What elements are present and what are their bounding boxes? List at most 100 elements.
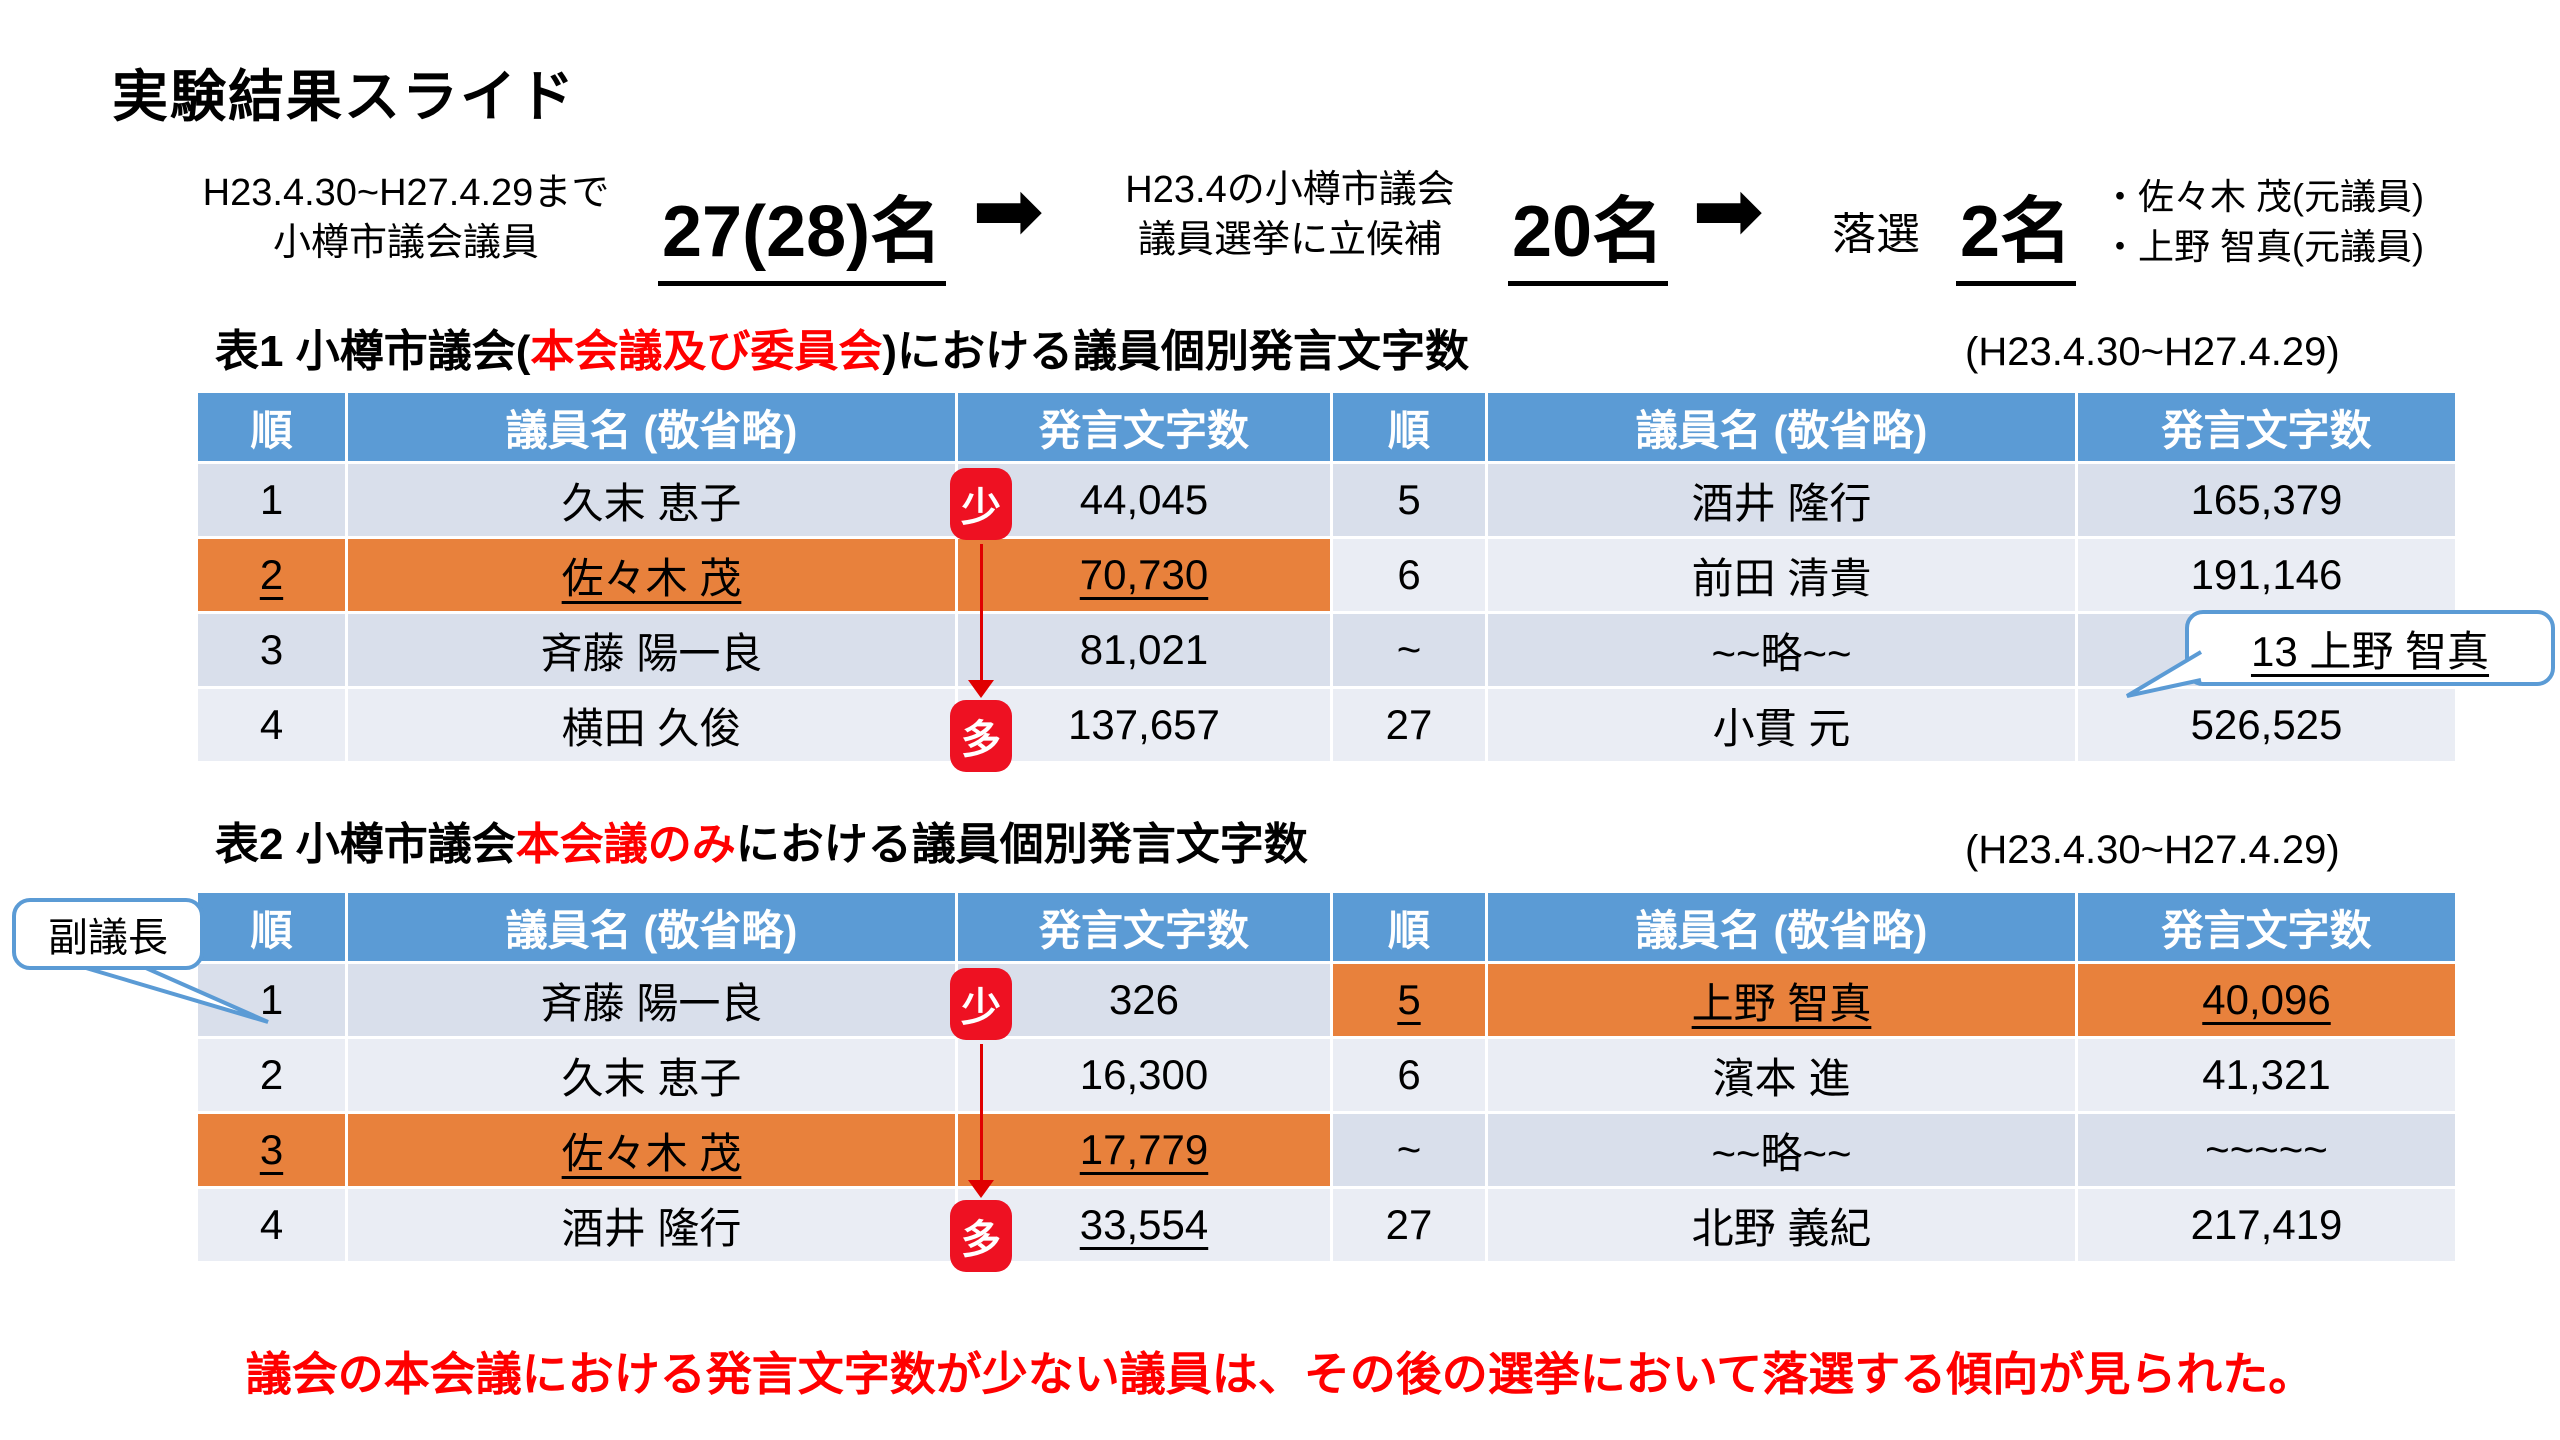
flow-step1-line1: H23.4.30~H27.4.29まで xyxy=(202,172,610,214)
count-cell: 137,657 xyxy=(955,686,1333,764)
count-cell: 16,300 xyxy=(955,1036,1333,1114)
rank-cell: 1 xyxy=(195,461,348,539)
callout-text: 副議長 xyxy=(48,916,168,960)
name-cell: 上野 智真 xyxy=(1485,961,2078,1039)
rank-cell: 5 xyxy=(1330,461,1488,539)
flow-step3-label: 落選 xyxy=(1832,210,1920,259)
column-header: 発言文字数 xyxy=(2075,390,2458,464)
count-cell: 526,525 xyxy=(2075,686,2458,764)
ueno-rank-callout: 13 上野 智真 xyxy=(2125,610,2555,698)
flow-step1-label: H23.4.30~H27.4.29まで 小樽市議会議員 xyxy=(146,168,666,268)
column-header: 発言文字数 xyxy=(955,890,1333,964)
flow-defeated-names: ・佐々木 茂(元議員) ・上野 智真(元議員) xyxy=(2102,172,2424,273)
flow-step1-count: 27(28)名 xyxy=(658,172,947,286)
column-header: 順 xyxy=(195,390,348,464)
rank-cell: 5 xyxy=(1330,961,1488,1039)
name-cell: ~~略~~ xyxy=(1485,1111,2078,1189)
defeated-name-1: ・佐々木 茂(元議員) xyxy=(2102,176,2424,217)
table2-caption-highlight: 本会議のみ xyxy=(515,820,736,869)
name-cell: ~~略~~ xyxy=(1485,611,2078,689)
column-header: 議員名 (敬省略) xyxy=(1485,390,2078,464)
table1-header-row: 順 議員名 (敬省略) 発言文字数 順 議員名 (敬省略) 発言文字数 xyxy=(195,390,2458,464)
table-row: 3 斉藤 陽一良 81,021 ~ ~~略~~ ~~ xyxy=(195,611,2458,689)
defeated-name-2: ・上野 智真(元議員) xyxy=(2102,226,2424,268)
less-badge-icon: 少 xyxy=(950,968,1012,1040)
table1-caption-highlight: 本会議及び委員会 xyxy=(530,327,883,376)
red-arrowhead-icon xyxy=(968,680,994,698)
rank-cell: 2 xyxy=(195,536,348,614)
table2-caption: 表2 小樽市議会本会議のみにおける議員個別発言文字数 xyxy=(215,808,1308,872)
flow-step1-line2: 小樽市議会議員 xyxy=(272,222,539,265)
rank-cell: ~ xyxy=(1330,611,1488,689)
name-cell: 酒井 隆行 xyxy=(1485,461,2078,539)
column-header: 発言文字数 xyxy=(2075,890,2458,964)
name-cell: 北野 義紀 xyxy=(1485,1186,2078,1264)
table2-caption-post: における議員個別発言文字数 xyxy=(735,820,1308,869)
name-cell: 濱本 進 xyxy=(1485,1036,2078,1114)
table-row: 2 久末 恵子 16,300 6 濱本 進 41,321 xyxy=(195,1036,2458,1114)
rank-cell: 3 xyxy=(195,1111,348,1189)
table2-period: (H23.4.30~H27.4.29) xyxy=(1965,828,2340,872)
page-title: 実験結果スライド xyxy=(112,65,576,128)
rank-cell: 27 xyxy=(1330,686,1488,764)
column-header: 順 xyxy=(195,890,348,964)
rank-cell: 2 xyxy=(195,1036,348,1114)
name-cell: 小貫 元 xyxy=(1485,686,2078,764)
red-arrowhead-icon xyxy=(968,1180,994,1198)
count-cell: 40,096 xyxy=(2075,961,2458,1039)
red-arrow-line xyxy=(980,1044,983,1184)
callout-tail-icon xyxy=(2125,650,2203,698)
vice-chair-callout: 副議長 xyxy=(12,898,269,1024)
rank-cell: 27 xyxy=(1330,1186,1488,1264)
table1: 順 議員名 (敬省略) 発言文字数 順 議員名 (敬省略) 発言文字数 1 久末… xyxy=(195,390,2458,764)
rank-cell: 6 xyxy=(1330,1036,1488,1114)
right-arrow-icon: ➡ xyxy=(972,163,1045,259)
rank-cell: 6 xyxy=(1330,536,1488,614)
name-cell: 佐々木 茂 xyxy=(345,536,958,614)
count-cell: 191,146 xyxy=(2075,536,2458,614)
name-cell: 斉藤 陽一良 xyxy=(345,961,958,1039)
table2-header-row: 順 議員名 (敬省略) 発言文字数 順 議員名 (敬省略) 発言文字数 xyxy=(195,890,2458,964)
table-row: 3 佐々木 茂 17,779 ~ ~~略~~ ~~~~~ xyxy=(195,1111,2458,1189)
count-cell: 70,730 xyxy=(955,536,1333,614)
rank-cell: ~ xyxy=(1330,1111,1488,1189)
table-row: 1 斉藤 陽一良 326 5 上野 智真 40,096 xyxy=(195,961,2458,1039)
table-row: 2 佐々木 茂 70,730 6 前田 清貴 191,146 xyxy=(195,536,2458,614)
more-badge-icon: 多 xyxy=(950,700,1012,772)
count-cell: 326 xyxy=(955,961,1333,1039)
table1-caption: 表1 小樽市議会(本会議及び委員会)における議員個別発言文字数 xyxy=(215,315,1469,379)
count-cell: 33,554 xyxy=(955,1186,1333,1264)
count-cell: 165,379 xyxy=(2075,461,2458,539)
name-cell: 佐々木 茂 xyxy=(345,1111,958,1189)
count-cell: 217,419 xyxy=(2075,1186,2458,1264)
more-badge-icon: 多 xyxy=(950,1200,1012,1272)
name-cell: 久末 恵子 xyxy=(345,1036,958,1114)
column-header: 順 xyxy=(1330,390,1488,464)
name-cell: 斉藤 陽一良 xyxy=(345,611,958,689)
name-cell: 横田 久俊 xyxy=(345,686,958,764)
flow-step2-label: H23.4の小樽市議会 議員選挙に立候補 xyxy=(1075,165,1505,265)
count-cell: 44,045 xyxy=(955,461,1333,539)
count-cell: 81,021 xyxy=(955,611,1333,689)
name-cell: 久末 恵子 xyxy=(345,461,958,539)
callout-text: 13 上野 智真 xyxy=(2250,627,2490,675)
name-cell: 前田 清貴 xyxy=(1485,536,2078,614)
column-header: 議員名 (敬省略) xyxy=(345,390,958,464)
table-row: 4 酒井 隆行 33,554 27 北野 義紀 217,419 xyxy=(195,1186,2458,1264)
rank-cell: 3 xyxy=(195,611,348,689)
table2: 順 議員名 (敬省略) 発言文字数 順 議員名 (敬省略) 発言文字数 1 斉藤… xyxy=(195,890,2458,1264)
flow-step2-count: 20名 xyxy=(1508,172,1669,286)
callout-tail-icon xyxy=(85,966,269,1024)
conclusion-text: 議会の本会議における発言文字数が少ない議員は、その後の選挙において落選する傾向が… xyxy=(245,1348,2315,1400)
column-header: 議員名 (敬省略) xyxy=(345,890,958,964)
column-header: 発言文字数 xyxy=(955,390,1333,464)
table1-caption-pre: 表1 小樽市議会( xyxy=(215,327,531,376)
rank-cell: 4 xyxy=(195,1186,348,1264)
count-cell: 41,321 xyxy=(2075,1036,2458,1114)
rank-cell: 1 xyxy=(195,961,348,1039)
count-cell: 17,779 xyxy=(955,1111,1333,1189)
column-header: 議員名 (敬省略) xyxy=(1485,890,2078,964)
table-row: 1 久末 恵子 44,045 5 酒井 隆行 165,379 xyxy=(195,461,2458,539)
red-arrow-line xyxy=(980,544,983,684)
